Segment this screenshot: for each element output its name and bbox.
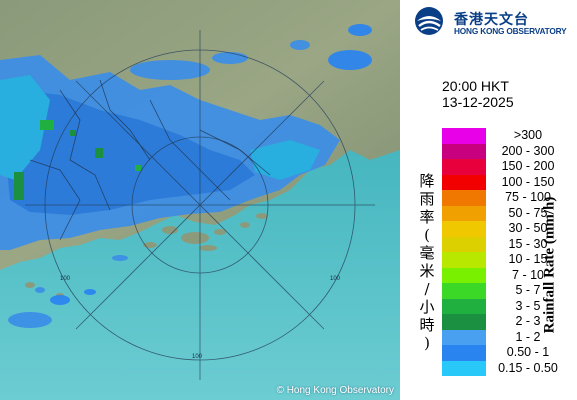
legend-title-chinese-char: 雨 [419,190,435,208]
legend-label: 100 - 150 [501,174,555,189]
range-label: 100 [60,276,71,282]
legend-swatch [442,236,486,252]
legend-title-chinese-char: 毫 [419,244,435,262]
legend-swatch [442,128,486,144]
copyright-notice: © Hong Kong Observatory [276,385,394,396]
legend-swatch [442,298,486,314]
legend-label: 75 - 100 [505,190,551,204]
legend-swatch [442,143,486,159]
legend-swatch [442,329,486,345]
legend-label: 0.15 - 0.50 [498,360,558,375]
legend-title-chinese-char: 率 [419,208,435,226]
radar-map-canvas: 100 100 100 [0,0,400,400]
legend-swatch [442,283,486,299]
hko-emblem-icon [415,7,443,35]
legend-label: 1 - 2 [515,329,541,344]
legend-title-chinese-char: ) [424,334,430,352]
legend-row: 15 - 30 [442,236,562,252]
legend-row: 100 - 150 [442,174,562,190]
legend-swatch [442,345,486,361]
islands [25,213,268,297]
legend-title-chinese-char: 降 [419,172,435,190]
heavy-rain-cells [14,120,141,200]
legend-row: 0.50 - 1 [442,345,562,361]
legend-swatch [442,174,486,190]
legend-label: 10 - 15 [508,252,548,266]
observation-date: 13-12-2025 [442,94,514,110]
legend-label: 3 - 5 [515,298,541,313]
legend-panel: 香港天文台 HONG KONG OBSERVATORY 20:00 HKT 13… [400,0,577,400]
legend-label: 5 - 7 [515,283,541,297]
hko-logo[interactable]: 香港天文台 HONG KONG OBSERVATORY [414,6,574,36]
legend-row: 1 - 2 [442,329,562,345]
legend-swatch [442,314,486,330]
range-label: 100 [192,354,203,360]
legend-row: 5 - 7 [442,283,562,299]
legend-swatch [442,267,486,283]
legend-swatch [442,205,486,221]
legend-swatch [442,190,486,206]
rainfall-legend: >300 200 - 300 150 - 200 100 - 150 75 - 100 5… [442,128,562,376]
legend-row: 50 - 75 [442,205,562,221]
legend-swatch [442,360,486,376]
legend-title-chinese-char: 小 [419,298,435,316]
hko-name-english: HONG KONG OBSERVATORY [454,26,567,36]
legend-row: 30 - 50 [442,221,562,237]
legend-row: 3 - 5 [442,298,562,314]
legend-label: 30 - 50 [508,221,548,235]
range-label: 100 [330,276,341,282]
legend-swatch [442,221,486,237]
legend-label: 7 - 10 [512,267,544,282]
legend-row: 10 - 15 [442,252,562,268]
hko-name-chinese: 香港天文台 [454,12,529,28]
legend-label: >300 [513,128,543,142]
legend-row: 7 - 10 [442,267,562,283]
radar-map[interactable]: 100 100 100 © Hong Kong Observatory [0,0,400,400]
legend-label: 2 - 3 [515,314,541,328]
observation-time: 20:00 HKT [442,78,509,94]
legend-label: 0.50 - 1 [506,345,550,359]
range-ring-labels: 100 100 100 [60,276,341,360]
legend-row: 2 - 3 [442,314,562,330]
legend-swatch [442,159,486,175]
legend-label: 150 - 200 [501,159,555,173]
legend-title-english-text: Rainfall Rate (mm/h) [541,196,558,334]
range-rings [25,30,375,380]
legend-row: 150 - 200 [442,159,562,175]
legend-title-chinese-char: ( [424,226,430,244]
legend-label: 50 - 75 [508,205,548,220]
legend-row: >300 [442,128,562,144]
legend-title-chinese-char: 時 [419,316,435,334]
legend-row: 200 - 300 [442,143,562,159]
legend-row: 75 - 100 [442,190,562,206]
legend-label: 15 - 30 [508,236,548,251]
legend-label: 200 - 300 [501,143,555,158]
legend-title-chinese-char: 米 [419,262,435,280]
legend-swatch [442,252,486,268]
legend-title-english: Rainfall Rate (mm/h) [540,165,560,365]
rain-echoes [0,24,372,328]
legend-title-chinese-char: / [424,280,430,298]
legend-title-chinese: 降雨率(毫米 / 小時) [418,172,436,352]
legend-row: 0.15 - 0.50 [442,360,562,376]
